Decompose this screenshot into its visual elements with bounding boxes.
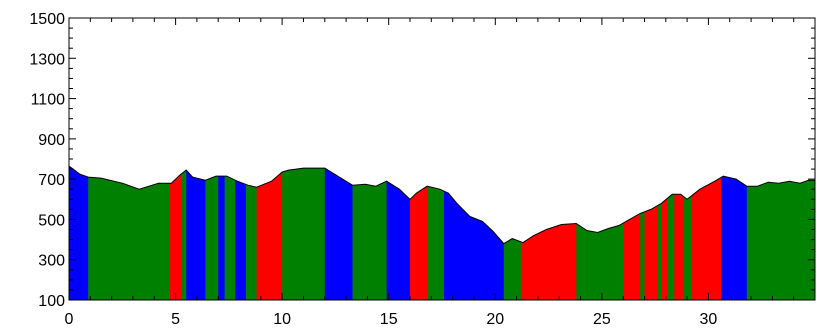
segment-red-23 [644, 166, 658, 300]
x-tick-label: 20 [486, 311, 504, 328]
segment-red-27 [674, 166, 684, 300]
segment-green-3 [182, 166, 187, 300]
segment-blue-8 [235, 166, 247, 300]
segment-green-9 [245, 166, 258, 300]
y-tick-label: 100 [38, 293, 65, 310]
x-tick-label: 5 [171, 311, 180, 328]
segment-blue-4 [186, 166, 206, 300]
segment-blue-12 [324, 166, 354, 300]
y-tick-label: 1500 [29, 11, 65, 28]
segment-red-10 [256, 166, 283, 300]
segment-green-22 [640, 166, 646, 300]
y-tick-label: 300 [38, 253, 65, 270]
x-axis-labels: 0 5 10 15 20 25 30 [65, 311, 718, 328]
segment-blue-17 [444, 166, 505, 300]
y-tick-label: 900 [38, 132, 65, 149]
segment-red-25 [661, 166, 669, 300]
segment-red-15 [410, 166, 428, 300]
x-tick-label: 0 [65, 311, 74, 328]
segment-blue-14 [386, 166, 411, 300]
segment-blue-6 [218, 166, 226, 300]
y-tick-label: 1100 [31, 92, 66, 109]
y-axis-labels: 100 300 500 700 900 1100 1300 1500 [29, 11, 65, 310]
segment-green-5 [205, 166, 219, 300]
segment-red-2 [169, 166, 183, 300]
segment-green-31 [746, 166, 815, 300]
y-tick-label: 1300 [29, 51, 65, 68]
segment-green-26 [667, 166, 675, 300]
x-tick-label: 30 [700, 311, 718, 328]
segment-green-11 [282, 166, 326, 300]
axis-ticks [68, 17, 816, 301]
x-tick-label: 10 [273, 311, 291, 328]
segment-red-29 [691, 166, 722, 300]
profile-segments [69, 166, 815, 300]
segment-red-19 [520, 166, 577, 300]
chart-title [0, 0, 817, 6]
segment-green-1 [88, 166, 170, 300]
segment-green-7 [224, 166, 236, 300]
y-tick-label: 500 [38, 212, 65, 229]
x-tick-label: 15 [380, 311, 398, 328]
y-tick-label: 700 [38, 172, 65, 189]
segment-blue-0 [69, 166, 89, 300]
segment-blue-30 [721, 166, 748, 300]
profile-outline [68, 165, 815, 245]
segment-red-21 [623, 166, 641, 300]
segment-green-13 [352, 166, 388, 300]
segment-green-16 [427, 166, 445, 300]
x-tick-label: 25 [593, 311, 611, 328]
segment-green-28 [682, 166, 692, 300]
segment-green-18 [503, 166, 522, 300]
segment-green-20 [576, 166, 624, 300]
segment-green-24 [657, 166, 663, 300]
